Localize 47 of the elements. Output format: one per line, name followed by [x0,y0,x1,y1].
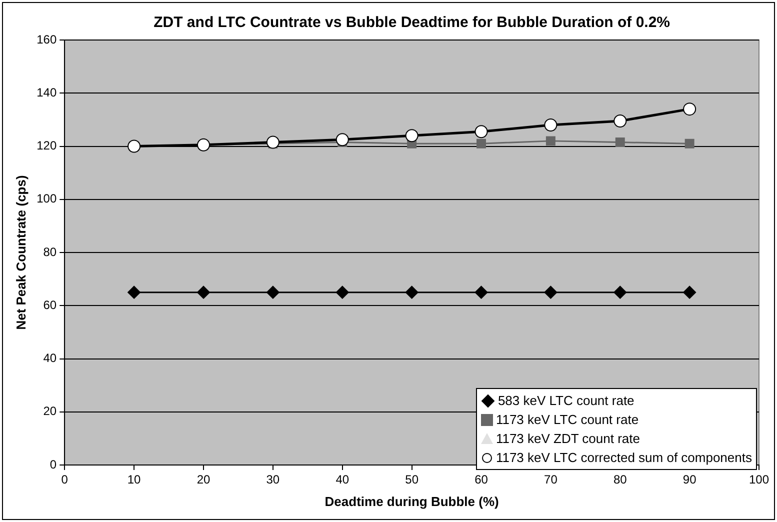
point [266,136,280,149]
y-tick-label: 160 [36,32,57,46]
x-tick-label: 80 [613,472,628,487]
y-tick-label: 20 [43,404,57,418]
y-tick-label: 40 [43,351,57,366]
x-tick-label: 0 [61,472,68,487]
point [683,102,696,116]
point [544,286,558,299]
point [266,286,280,299]
y-tick-label: 60 [43,298,57,312]
point [405,129,418,142]
point [546,136,556,146]
point [474,286,488,299]
x-tick-label: 50 [405,472,419,487]
point [128,286,141,299]
x-tick-label: 30 [266,472,280,487]
x-tick-label: 40 [336,472,350,487]
x-tick-label: 70 [544,472,558,487]
point [336,286,349,299]
point [336,133,349,146]
y-tick-label: 140 [36,85,57,100]
x-axis-title: Deadtime during Bubble (%) [324,494,499,509]
x-tick-label: 10 [127,472,142,487]
point [615,138,625,148]
x-tick-label: 60 [474,472,488,487]
x-tick-label: 100 [748,472,770,487]
point [474,125,488,138]
point [683,286,696,299]
y-tick-label: 0 [50,457,57,472]
legend-label: 1173 keV ZDT count rate [496,431,640,446]
y-tick-label: 100 [36,192,57,206]
chart-title: ZDT and LTC Countrate vs Bubble Deadtime for Bubble Duration of 0.2% [154,14,670,32]
point [614,286,627,299]
point [544,118,558,132]
point [476,138,486,148]
y-axis-title: Net Peak Countrate (cps) [13,175,28,330]
point [405,286,418,299]
point [614,114,627,128]
y-tick-label: 80 [43,244,57,259]
y-tick-label: 120 [36,138,57,153]
x-tick-label: 90 [682,472,697,487]
legend-label: 583 keV LTC count rate [498,393,634,408]
point [196,286,210,299]
legend-label: 1173 keV LTC corrected sum of components [496,450,752,465]
legend-label: 1173 keV LTC count rate [496,412,639,427]
x-tick-label: 20 [196,472,210,487]
point [684,138,694,148]
